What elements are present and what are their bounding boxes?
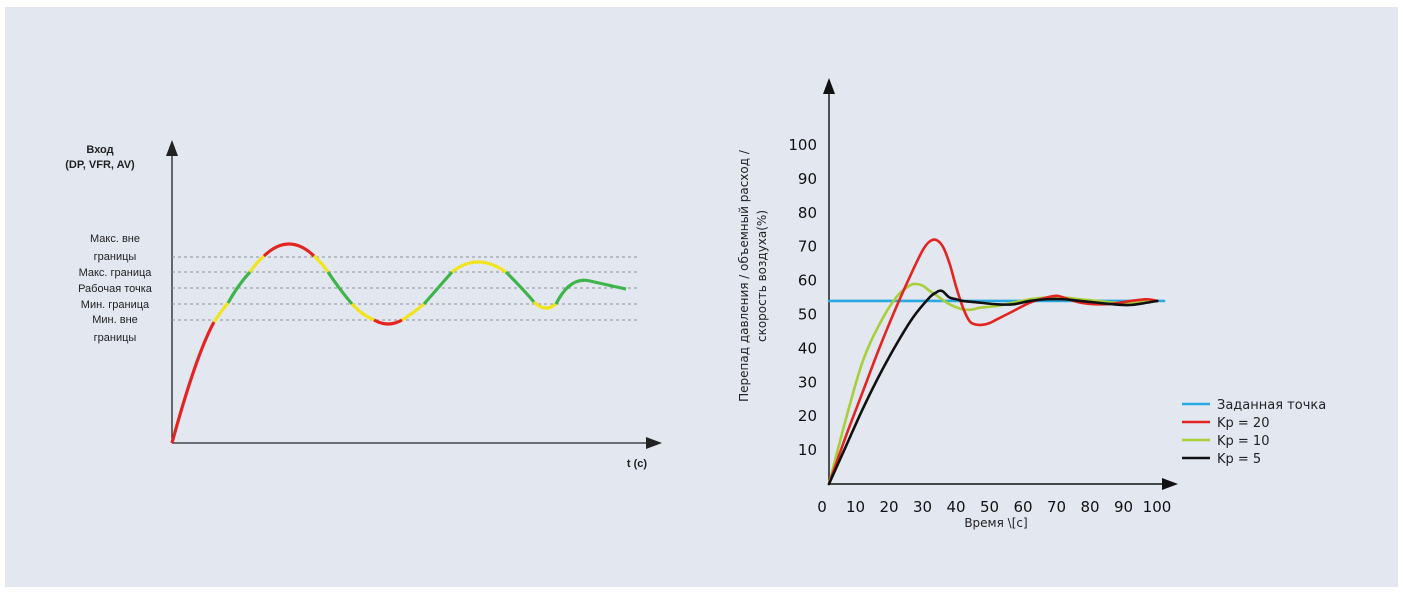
segment-yellow-peak	[451, 260, 507, 274]
y-tick-label: 50	[798, 306, 817, 324]
right-xlabel: Время \[c]	[964, 516, 1027, 530]
right-ylabel-line1: Перепад давления / объемный расход /	[737, 149, 751, 402]
level-label-min-out-1: Мин. вне	[92, 314, 138, 326]
series-line-3	[827, 289, 1159, 486]
x-tick-label: 40	[946, 498, 965, 516]
left-y-axis-arrow	[166, 140, 178, 156]
x-tick-label: 60	[1013, 498, 1032, 516]
segment-green-rise-3	[422, 270, 454, 306]
legend-label-2: Kp = 10	[1217, 434, 1269, 449]
right-x-axis-arrow	[1162, 478, 1178, 490]
segment-green-rise	[226, 270, 252, 304]
x-tick-label: 30	[913, 498, 932, 516]
x-tick-label: 50	[980, 498, 999, 516]
segment-red-peak	[262, 242, 316, 258]
y-tick-label: 70	[798, 238, 817, 256]
legend-label-0: Заданная точка	[1217, 398, 1326, 413]
series-line-2	[827, 282, 1159, 486]
level-label-setpoint: Рабочая точка	[78, 283, 153, 295]
segment-green-fall-3	[504, 270, 536, 304]
legend-label-1: Kp = 20	[1217, 416, 1269, 431]
y-tick-label: 30	[798, 373, 817, 391]
level-label-min: Мин. граница	[81, 299, 150, 311]
y-tick-label: 60	[798, 272, 817, 290]
y-tick-label: 10	[798, 441, 817, 459]
left-ylabel-line1: Вход	[86, 144, 113, 156]
segment-red-trough	[373, 318, 403, 326]
left-xlabel: t (c)	[627, 458, 648, 470]
segment-green-tail	[554, 278, 627, 305]
level-label-max: Макс. граница	[79, 267, 153, 279]
y-tick-label: 40	[798, 339, 817, 357]
segment-red-rise	[170, 321, 216, 444]
y-tick-label: 90	[798, 170, 817, 188]
x-tick-label: 90	[1114, 498, 1133, 516]
series-line-1	[827, 238, 1159, 486]
chart-panel	[5, 7, 1398, 587]
segment-yellow-rise-3	[401, 302, 426, 322]
x-tick-label: 0	[817, 498, 827, 516]
x-tick-label: 70	[1047, 498, 1066, 516]
x-tick-label: 10	[846, 498, 865, 516]
level-label-max-out-2: границы	[94, 251, 137, 263]
legend-label-3: Kp = 5	[1217, 452, 1261, 467]
right-y-axis-arrow	[823, 78, 835, 94]
chart-input-bands: Вход (DP, VFR, AV) t (c) Макс. вне грани…	[65, 140, 662, 470]
segment-yellow-trough	[532, 300, 558, 310]
left-ylabel-line2: (DP, VFR, AV)	[65, 159, 135, 171]
level-label-min-out-2: границы	[94, 332, 137, 344]
left-x-axis-arrow	[646, 437, 662, 449]
right-ylabel-line2: скорость воздуха(%)	[755, 210, 769, 342]
segment-yellow-rise	[212, 301, 230, 323]
segment-yellow-rise-2	[248, 254, 266, 273]
y-tick-label: 80	[798, 204, 817, 222]
x-tick-label: 20	[879, 498, 898, 516]
level-label-max-out-1: Макс. вне	[90, 233, 140, 245]
x-tick-label: 100	[1143, 498, 1172, 516]
segment-yellow-fall-2	[350, 302, 375, 322]
y-tick-label: 20	[798, 407, 817, 425]
segment-yellow-fall	[312, 254, 330, 273]
x-tick-label: 80	[1080, 498, 1099, 516]
y-tick-label: 100	[788, 136, 817, 154]
segment-green-fall	[326, 271, 354, 306]
